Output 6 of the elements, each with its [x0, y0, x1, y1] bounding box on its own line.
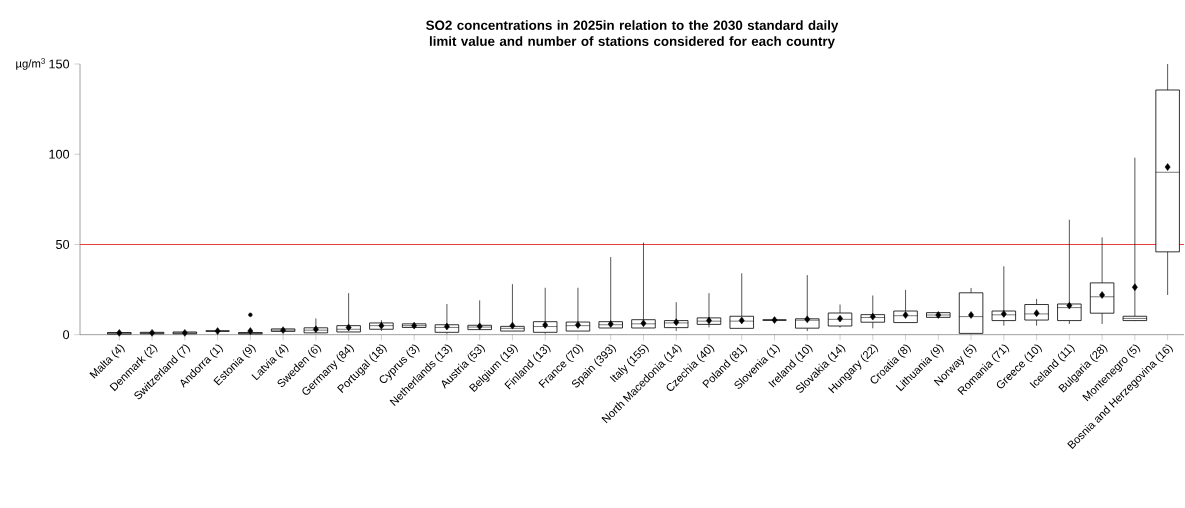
y-axis-title: µg/m$^{3}$	[16, 58, 45, 70]
y-tick-label: 50	[56, 239, 70, 249]
y-tick-label: 0	[63, 330, 70, 340]
chart-title: SO2 concentrations in 2025in relation to the 2030 standard daily limit value and number of stations considered for each country	[426, 20, 839, 49]
y-tick-label: 150	[49, 59, 70, 69]
y-tick-label: 100	[49, 149, 70, 159]
